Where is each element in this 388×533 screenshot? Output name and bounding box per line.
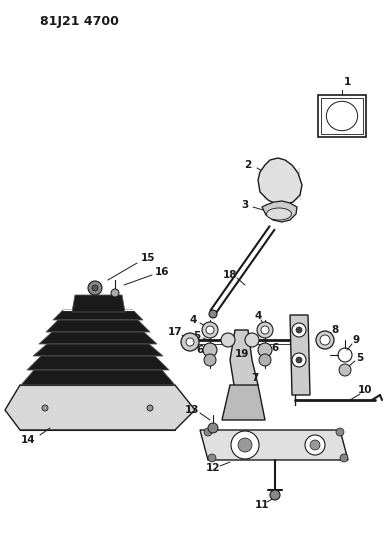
Circle shape — [206, 326, 214, 334]
Polygon shape — [53, 310, 143, 320]
Polygon shape — [5, 385, 195, 430]
Circle shape — [88, 281, 102, 295]
Circle shape — [339, 364, 351, 376]
Circle shape — [203, 343, 217, 357]
Circle shape — [245, 333, 259, 347]
Text: 5: 5 — [356, 353, 364, 363]
Ellipse shape — [326, 101, 358, 131]
Text: 2: 2 — [244, 160, 252, 170]
Text: 8: 8 — [331, 325, 339, 335]
Text: 5: 5 — [264, 327, 272, 337]
Text: 4H: 4H — [338, 110, 346, 115]
Text: 14: 14 — [21, 435, 35, 445]
Polygon shape — [27, 356, 169, 370]
Polygon shape — [200, 430, 348, 460]
Circle shape — [231, 431, 259, 459]
Polygon shape — [262, 201, 297, 222]
Circle shape — [208, 423, 218, 433]
Circle shape — [292, 323, 306, 337]
Text: 15: 15 — [141, 253, 155, 263]
Text: 6: 6 — [196, 345, 204, 355]
Text: 9: 9 — [352, 335, 360, 345]
Text: 13: 13 — [185, 405, 199, 415]
Circle shape — [296, 357, 302, 363]
Polygon shape — [21, 370, 175, 385]
Circle shape — [186, 338, 194, 346]
Circle shape — [204, 428, 212, 436]
Circle shape — [292, 353, 306, 367]
Circle shape — [204, 354, 216, 366]
Circle shape — [320, 335, 330, 345]
Circle shape — [209, 310, 217, 318]
Text: 17: 17 — [168, 327, 182, 337]
Text: 4L: 4L — [339, 125, 345, 130]
Bar — [321, 98, 363, 134]
Text: 81J21 4700: 81J21 4700 — [40, 15, 119, 28]
Text: 4: 4 — [254, 311, 262, 321]
Text: 6: 6 — [271, 343, 279, 353]
Circle shape — [202, 322, 218, 338]
Circle shape — [259, 354, 271, 366]
Circle shape — [270, 490, 280, 500]
Circle shape — [221, 333, 235, 347]
Text: 19: 19 — [235, 349, 249, 359]
Bar — [318, 95, 366, 137]
Text: 4: 4 — [189, 315, 197, 325]
Circle shape — [257, 322, 273, 338]
Circle shape — [310, 440, 320, 450]
Text: 18: 18 — [223, 270, 237, 280]
Text: 12: 12 — [206, 463, 220, 473]
Text: 1: 1 — [343, 77, 351, 87]
Polygon shape — [222, 385, 265, 420]
Circle shape — [336, 428, 344, 436]
Ellipse shape — [267, 208, 291, 220]
Circle shape — [147, 405, 153, 411]
Circle shape — [258, 343, 272, 357]
Text: 3: 3 — [241, 200, 249, 210]
Polygon shape — [72, 295, 125, 312]
Circle shape — [42, 405, 48, 411]
Circle shape — [238, 438, 252, 452]
Circle shape — [296, 327, 302, 333]
Circle shape — [261, 326, 269, 334]
Circle shape — [340, 454, 348, 462]
Text: 10: 10 — [358, 385, 372, 395]
Circle shape — [181, 333, 199, 351]
Text: 16: 16 — [155, 267, 169, 277]
Polygon shape — [290, 315, 310, 395]
Text: 7: 7 — [251, 373, 259, 383]
Polygon shape — [230, 330, 258, 390]
Circle shape — [92, 285, 98, 291]
Polygon shape — [33, 344, 163, 356]
Text: 5: 5 — [193, 331, 201, 341]
Text: 2H: 2H — [338, 102, 346, 108]
Text: N: N — [340, 117, 344, 123]
Circle shape — [316, 331, 334, 349]
Circle shape — [208, 454, 216, 462]
Polygon shape — [46, 320, 150, 332]
Circle shape — [305, 435, 325, 455]
Text: 11: 11 — [255, 500, 269, 510]
Circle shape — [111, 289, 119, 297]
Polygon shape — [258, 158, 302, 205]
Polygon shape — [39, 332, 157, 344]
